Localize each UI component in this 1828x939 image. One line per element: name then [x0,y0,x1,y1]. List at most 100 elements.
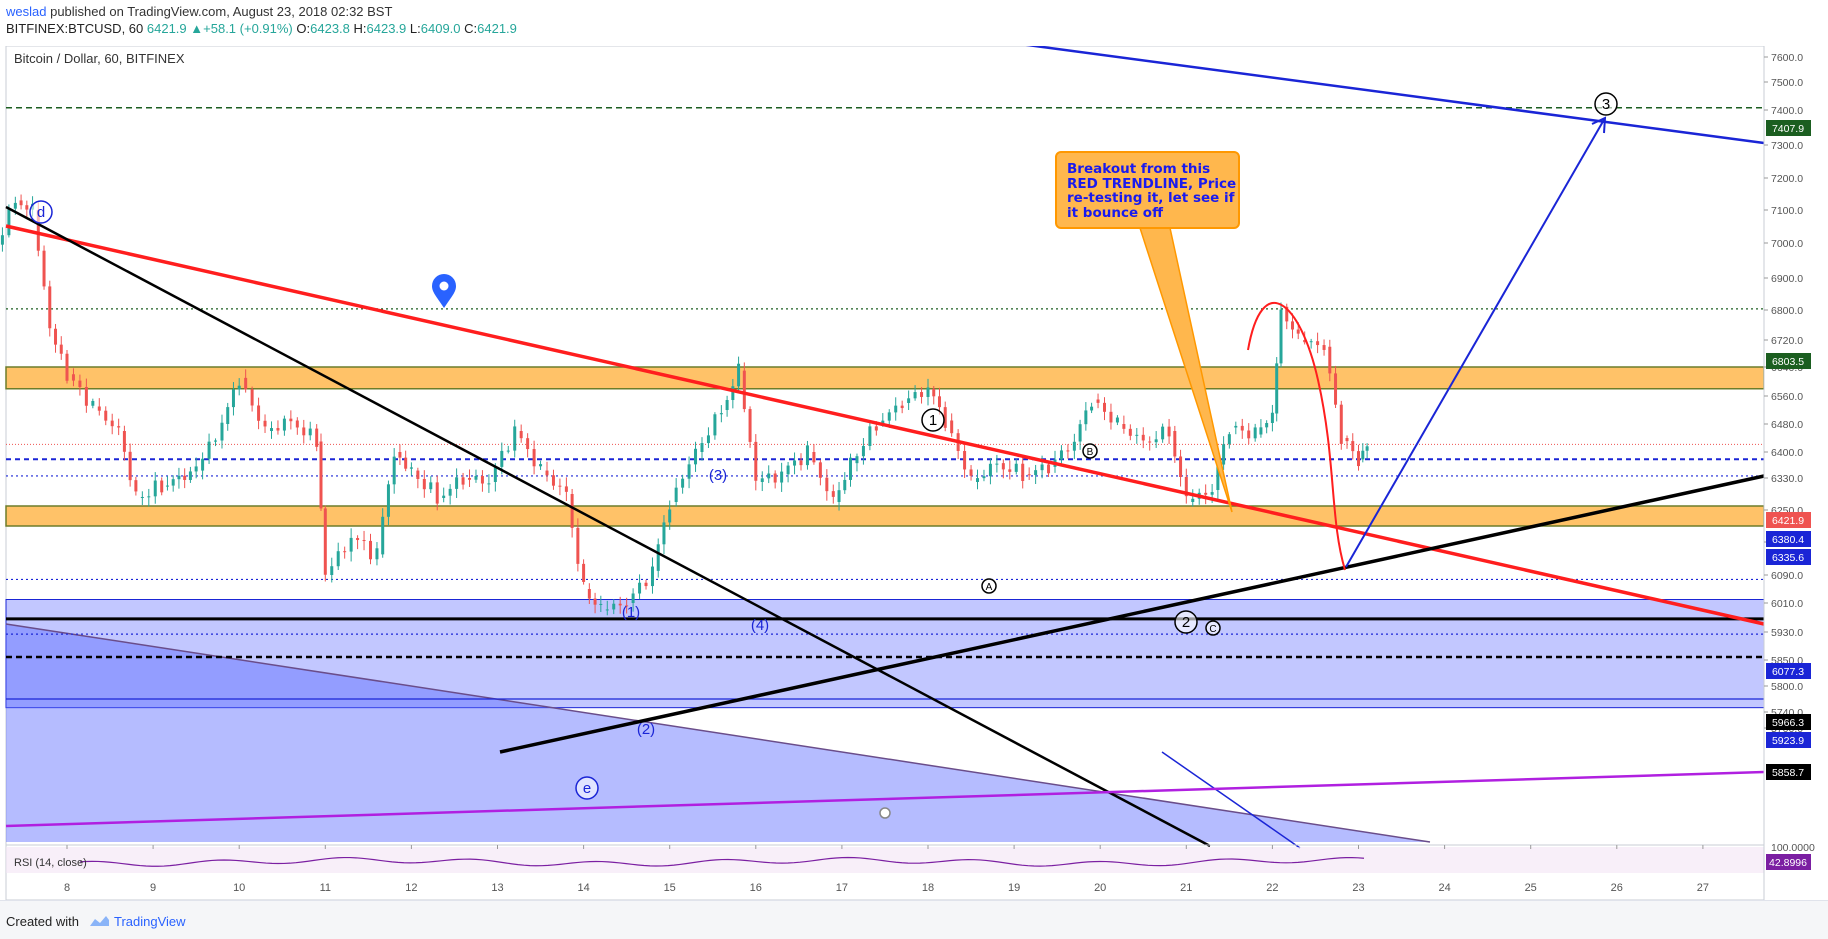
candle-body [7,208,11,236]
candle-body [754,441,758,481]
tradingview-cloud-icon [90,916,109,926]
candle-body [231,389,235,408]
candle-body [1008,469,1012,472]
x-tick-label: 21 [1180,882,1192,894]
candle-body [319,441,323,509]
wave-circle-3 [1174,610,1198,634]
y-tick-label: 6720.0 [1771,335,1803,347]
rsi-line [79,856,1365,867]
candle-body [480,475,484,484]
candle-body [1179,456,1183,477]
projection-arrow [1345,117,1606,568]
candle-body [25,205,29,210]
y-tick-label: 7400.0 [1771,105,1803,117]
tradingview-link[interactable]: TradingView [114,914,186,929]
candle-body [289,418,293,422]
x-tick-label: 8 [64,882,70,894]
resistance-zone-1 [5,505,1765,527]
candle-body [1066,450,1070,452]
candle-body [950,420,954,434]
candle-body [128,451,132,481]
candle-body [881,420,885,424]
candle-body [0,235,4,245]
footer: Created with TradingView [0,900,1828,939]
candle-body [849,457,853,480]
candle-body [687,464,691,479]
y-tick-label: 6010.0 [1771,598,1803,610]
ohlc-line: BITFINEX:BTCUSD, 60 6421.9 ▲+58.1 (+0.91… [6,21,517,36]
candle-body [1078,424,1082,442]
x-tick-label: 24 [1438,882,1450,894]
candle-body [805,445,809,466]
candle-body [214,440,218,442]
candle-body [1103,402,1107,412]
annotation-callout[interactable]: Breakout from this RED TRENDLINE, Price … [1055,151,1240,229]
candle-body [582,563,586,582]
candle-body [551,475,555,486]
candle-body [1240,425,1244,431]
candle-body [468,478,472,480]
candle-body [1322,345,1326,350]
candle-body [1014,463,1018,472]
price-axis[interactable]: 7600.0 7500.0 7400.0 7300.0 7200.0 7100.0 7000… [1763,46,1828,900]
candle-body [625,605,629,607]
candle-body [644,582,648,587]
candle-body [612,603,616,610]
candle-body [1184,476,1188,497]
candle-body [398,452,402,458]
publish-line: weslad published on TradingView.com, Aug… [6,4,392,19]
y-tick-label: 6090.0 [1771,570,1803,582]
candle-body [668,509,672,523]
high-value: 6423.9 [366,21,407,36]
candle-body [982,476,986,479]
candle-body [674,487,678,502]
candle-body [104,410,108,421]
candle-body [323,508,327,575]
candle-body [153,480,157,497]
candle-body [1303,340,1307,343]
rsi-label: RSI (14, close) [14,857,87,869]
close-value: 6421.9 [477,21,517,36]
candle-body [725,400,729,410]
x-tick-label: 25 [1525,882,1537,894]
candle-body [719,413,723,415]
publish-text: published on TradingView.com, August 23,… [50,4,393,19]
candle-body [513,426,517,451]
candle-body [539,464,543,467]
candle-body [748,409,752,442]
candle-body [409,467,413,469]
candle-body [194,466,198,472]
candle-body [362,540,366,542]
candle-body [1351,441,1355,452]
candle-body [343,551,347,553]
candle-body [1253,427,1257,439]
candle-body [799,460,803,466]
author-link[interactable]: weslad [6,4,47,19]
candle-body [165,485,169,487]
wave-circle-4 [1594,92,1618,116]
candle-body [276,428,280,431]
price-tag [1766,353,1811,369]
candle-body [662,522,666,545]
chart-frame [5,46,1765,900]
location-pin-icon [432,274,456,308]
candle-body [564,486,568,492]
candle-body [631,593,635,603]
candle-body [404,457,408,469]
candle-body [926,387,930,397]
blue-small-line [1161,751,1301,849]
candle-body [1345,438,1349,442]
candle-body [1328,346,1332,374]
time-axis[interactable]: 8 9 10 11 12 13 14 15 16 17 18 19 20 21 22 23 24 25 26 27 [6,845,1764,900]
price-tag-label: 6803.5 [1772,356,1804,368]
symbol-label: BITFINEX:BTCUSD, 60 [6,21,144,36]
candle-body [1128,428,1132,436]
price-tag-label: 5966.3 [1772,717,1804,729]
candle-body [1167,426,1171,437]
black-uptrend-line [499,474,1765,754]
candle-body [576,527,580,564]
candle-body [650,566,654,587]
chart-header: weslad published on TradingView.com, Aug… [0,0,1828,46]
candle-body [160,480,164,493]
